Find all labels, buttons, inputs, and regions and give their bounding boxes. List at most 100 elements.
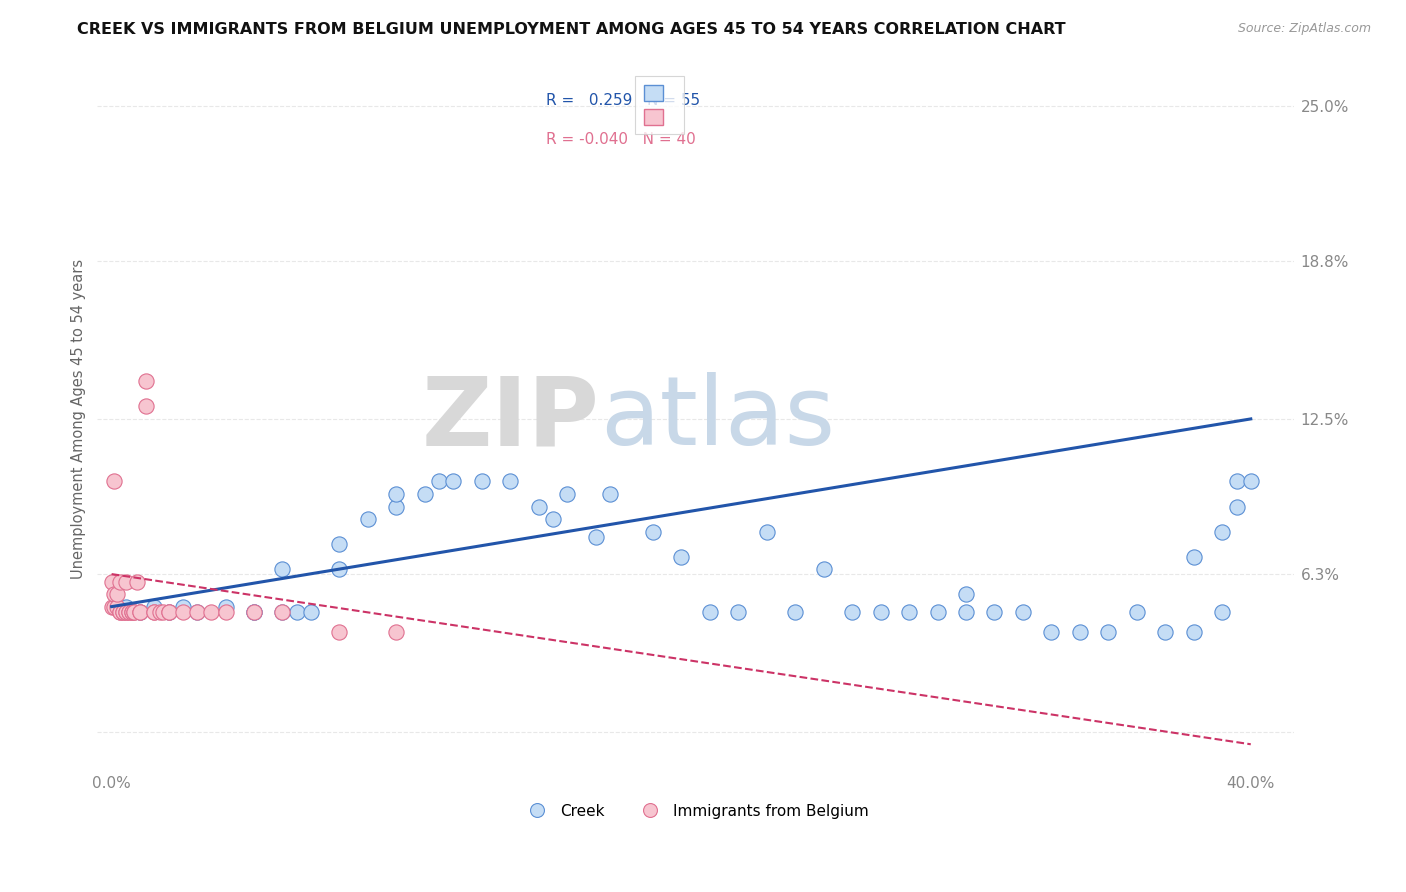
Point	[157, 605, 180, 619]
Point	[385, 624, 408, 639]
Point	[869, 605, 891, 619]
Point	[200, 605, 222, 619]
Point	[143, 605, 166, 619]
Point	[1069, 624, 1091, 639]
Text: Source: ZipAtlas.com: Source: ZipAtlas.com	[1237, 22, 1371, 36]
Point	[135, 400, 157, 414]
Point	[413, 487, 436, 501]
Point	[172, 599, 194, 614]
Point	[243, 605, 266, 619]
Point	[1225, 475, 1247, 489]
Point	[214, 599, 236, 614]
Point	[111, 605, 134, 619]
Text: R =   0.259   N = 55: R = 0.259 N = 55	[546, 94, 700, 108]
Point	[105, 587, 128, 601]
Point	[585, 530, 607, 544]
Point	[121, 605, 143, 619]
Point	[1211, 524, 1233, 539]
Point	[927, 605, 949, 619]
Point	[127, 574, 149, 589]
Point	[243, 605, 266, 619]
Point	[114, 605, 136, 619]
Point	[813, 562, 835, 576]
Point	[157, 605, 180, 619]
Point	[727, 605, 749, 619]
Point	[243, 605, 266, 619]
Point	[157, 605, 180, 619]
Point	[108, 605, 131, 619]
Text: CREEK VS IMMIGRANTS FROM BELGIUM UNEMPLOYMENT AMONG AGES 45 TO 54 YEARS CORRELAT: CREEK VS IMMIGRANTS FROM BELGIUM UNEMPLO…	[77, 22, 1066, 37]
Point	[955, 587, 977, 601]
Point	[105, 599, 128, 614]
Point	[121, 605, 143, 619]
Point	[441, 475, 464, 489]
Text: R = -0.040   N = 40: R = -0.040 N = 40	[546, 133, 696, 147]
Point	[898, 605, 921, 619]
Point	[669, 549, 692, 564]
Point	[1182, 624, 1205, 639]
Point	[1040, 624, 1063, 639]
Point	[271, 605, 294, 619]
Point	[955, 605, 977, 619]
Point	[527, 500, 550, 514]
Point	[785, 605, 807, 619]
Point	[555, 487, 578, 501]
Point	[983, 605, 1005, 619]
Point	[108, 605, 131, 619]
Point	[100, 574, 122, 589]
Point	[172, 605, 194, 619]
Point	[599, 487, 621, 501]
Point	[114, 599, 136, 614]
Point	[1154, 624, 1177, 639]
Point	[124, 605, 146, 619]
Text: atlas: atlas	[600, 373, 835, 466]
Point	[108, 574, 131, 589]
Point	[1126, 605, 1149, 619]
Point	[100, 599, 122, 614]
Point	[541, 512, 564, 526]
Point	[186, 605, 208, 619]
Point	[385, 487, 408, 501]
Point	[214, 605, 236, 619]
Point	[641, 524, 664, 539]
Point	[328, 537, 350, 551]
Point	[103, 475, 125, 489]
Point	[1182, 549, 1205, 564]
Point	[699, 605, 721, 619]
Point	[427, 475, 450, 489]
Point	[129, 605, 152, 619]
Point	[152, 605, 174, 619]
Point	[499, 475, 522, 489]
Point	[385, 500, 408, 514]
Point	[143, 605, 166, 619]
Point	[755, 524, 778, 539]
Legend: Creek, Immigrants from Belgium: Creek, Immigrants from Belgium	[516, 797, 875, 825]
Point	[114, 574, 136, 589]
Point	[143, 599, 166, 614]
Point	[471, 475, 494, 489]
Point	[103, 599, 125, 614]
Point	[114, 605, 136, 619]
Point	[118, 605, 141, 619]
Point	[1225, 500, 1247, 514]
Text: ZIP: ZIP	[422, 373, 600, 466]
Point	[186, 605, 208, 619]
Y-axis label: Unemployment Among Ages 45 to 54 years: Unemployment Among Ages 45 to 54 years	[72, 259, 86, 579]
Point	[328, 624, 350, 639]
Point	[1211, 605, 1233, 619]
Point	[1012, 605, 1035, 619]
Point	[135, 375, 157, 389]
Point	[328, 562, 350, 576]
Point	[118, 605, 141, 619]
Point	[1240, 475, 1263, 489]
Point	[129, 605, 152, 619]
Point	[149, 605, 172, 619]
Point	[103, 587, 125, 601]
Point	[1097, 624, 1119, 639]
Point	[357, 512, 380, 526]
Point	[271, 605, 294, 619]
Point	[271, 562, 294, 576]
Point	[129, 605, 152, 619]
Point	[299, 605, 322, 619]
Point	[285, 605, 308, 619]
